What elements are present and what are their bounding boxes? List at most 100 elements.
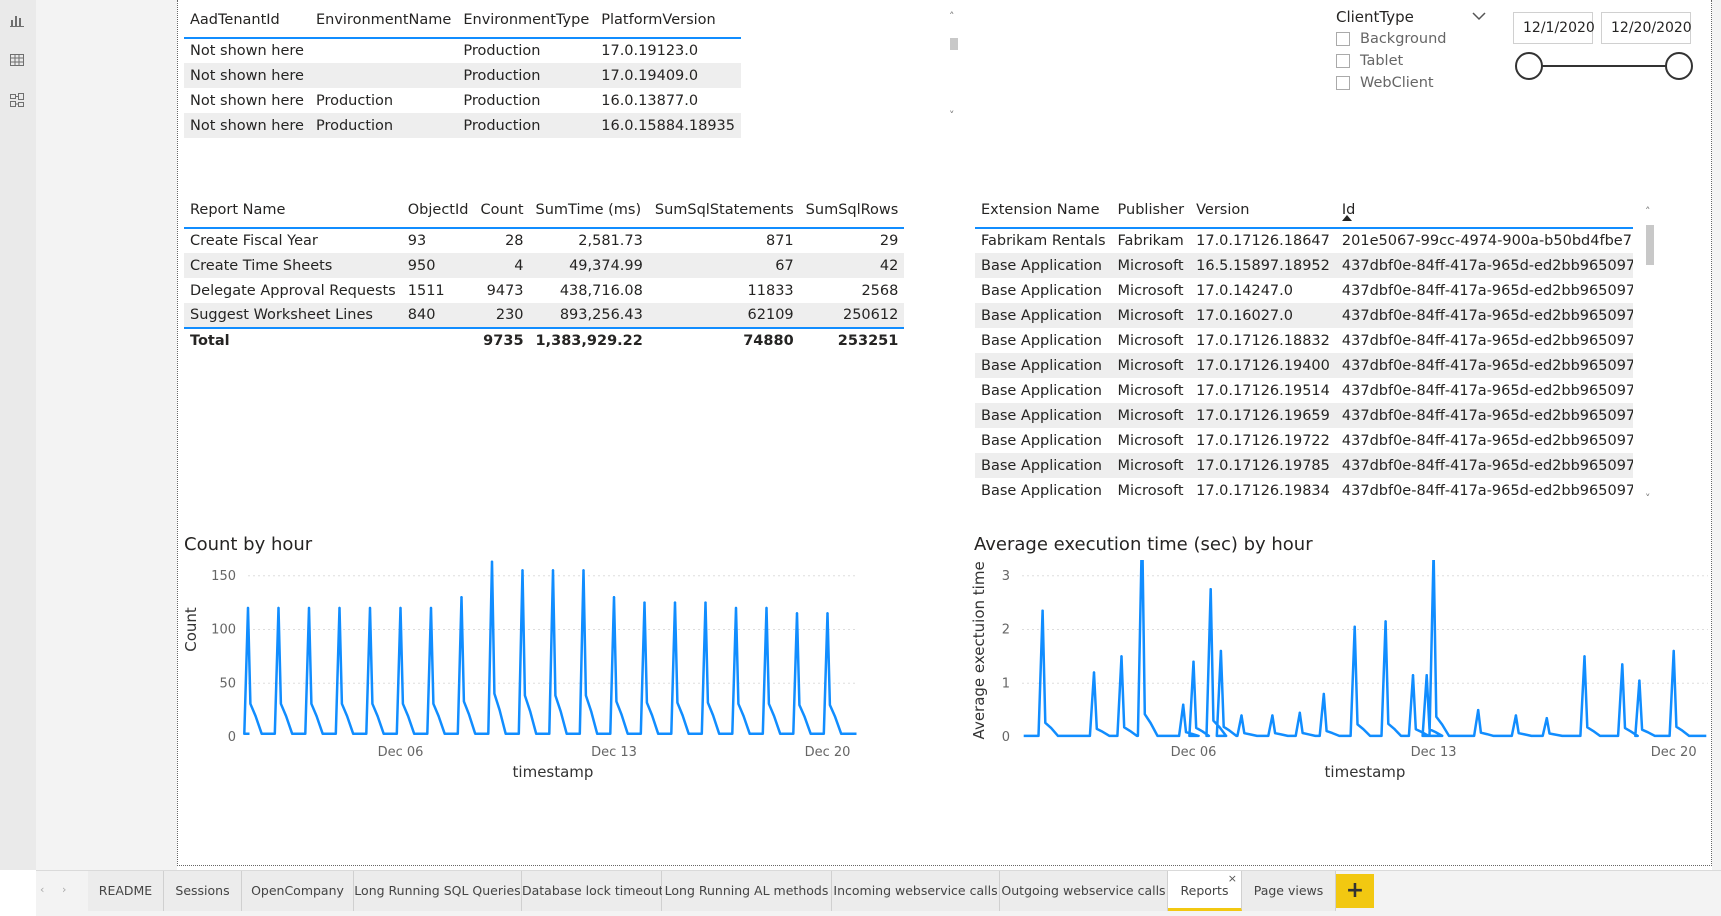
data-point[interactable] <box>1240 714 1243 717</box>
data-point[interactable] <box>704 601 707 604</box>
table-row[interactable]: Base Application Microsoft 17.0.17126.1965… <box>975 403 1633 428</box>
data-point[interactable] <box>338 606 341 610</box>
data-point[interactable] <box>460 596 463 599</box>
scroll-thumb[interactable] <box>1646 225 1654 265</box>
column-header-sorted[interactable]: Id <box>1336 192 1633 228</box>
env-table-scrollbar[interactable]: ˄ ˅ <box>948 10 960 122</box>
table-row[interactable]: Base Application Microsoft 17.0.16027.0 437… <box>975 303 1633 328</box>
table-row[interactable]: Suggest Worksheet Lines 840 230 893,256.… <box>184 303 905 328</box>
add-page-button[interactable]: + <box>1336 874 1374 908</box>
data-point[interactable] <box>582 569 585 572</box>
series-line[interactable] <box>243 560 857 736</box>
data-point[interactable] <box>765 606 768 610</box>
data-point[interactable] <box>1192 660 1195 663</box>
tab-opencompany[interactable]: OpenCompany <box>242 871 354 911</box>
slider-handle-start[interactable] <box>1515 52 1543 80</box>
data-point[interactable] <box>277 606 280 610</box>
column-header[interactable]: SumTime (ms) <box>535 201 642 218</box>
table-row[interactable]: Delegate Approval Requests 1511 9473 438… <box>184 278 904 303</box>
data-point[interactable] <box>1182 703 1185 706</box>
data-point[interactable] <box>399 606 402 610</box>
data-point[interactable] <box>429 606 433 610</box>
data-view-icon[interactable] <box>8 52 26 68</box>
tab-readme[interactable]: README <box>88 871 164 911</box>
data-point[interactable] <box>307 606 311 610</box>
end-date-input[interactable]: 12/20/2020 <box>1601 12 1692 44</box>
data-point[interactable] <box>1411 673 1415 677</box>
data-point[interactable] <box>551 569 555 572</box>
tab-scroll-left-icon[interactable]: ‹ <box>40 883 45 896</box>
table-row[interactable]: Base Application Microsoft 16.5.15897.1895… <box>975 253 1633 278</box>
slider-handle-end[interactable] <box>1665 52 1693 80</box>
table-row[interactable]: Base Application Microsoft 17.0.17126.1940… <box>975 353 1633 378</box>
data-point[interactable] <box>1672 649 1675 653</box>
tab-page-views[interactable]: Page views <box>1242 871 1336 911</box>
column-header[interactable]: SumSqlRows <box>805 201 899 218</box>
tab-long-running-sql-queries[interactable]: Long Running SQL Queries <box>354 871 522 911</box>
scroll-down-icon[interactable]: ˅ <box>949 109 955 122</box>
column-header[interactable]: EnvironmentType <box>463 11 590 28</box>
data-point[interactable] <box>1298 711 1302 715</box>
data-point[interactable] <box>1425 673 1428 677</box>
tab-sessions[interactable]: Sessions <box>164 871 242 911</box>
data-point[interactable] <box>1209 587 1212 591</box>
column-header[interactable]: SumSqlStatements <box>654 201 794 218</box>
table-row[interactable]: Base Application Microsoft 17.0.17126.1972… <box>975 428 1633 453</box>
slicer-option[interactable]: Background <box>1336 28 1486 50</box>
table-row[interactable]: Base Application Microsoft 17.0.17126.1978… <box>975 453 1633 478</box>
tab-outgoing-webservice-calls[interactable]: Outgoing webservice calls <box>1000 871 1168 911</box>
checkbox[interactable] <box>1336 76 1350 90</box>
data-point[interactable] <box>1384 620 1387 623</box>
checkbox[interactable] <box>1336 54 1350 68</box>
table-row[interactable]: Base Application Microsoft 17.0.17126.1983… <box>975 478 1633 503</box>
ext-table-scrollbar[interactable]: ˄ ˅ <box>1644 205 1656 505</box>
tab-scroll-right-icon[interactable]: › <box>62 883 67 896</box>
table-row[interactable]: Base Application Microsoft 17.0.17126.1951… <box>975 378 1633 403</box>
column-header[interactable]: Count <box>480 201 524 218</box>
table-row[interactable]: Not shown here Production 17.0.19123.0 <box>184 38 741 63</box>
scroll-thumb[interactable] <box>950 38 958 50</box>
column-header[interactable]: PlatformVersion <box>601 11 716 28</box>
data-point[interactable] <box>1583 655 1586 658</box>
column-header[interactable]: Extension Name <box>981 201 1100 218</box>
table-row[interactable]: Not shown here Production Production 16.… <box>184 88 741 113</box>
chevron-down-icon[interactable] <box>1472 9 1486 25</box>
column-header[interactable]: ObjectId <box>407 201 469 218</box>
table-row[interactable]: Base Application Microsoft 17.0.14247.0 437… <box>975 278 1633 303</box>
column-header[interactable]: Report Name <box>190 201 286 218</box>
data-point[interactable] <box>673 601 677 604</box>
data-point[interactable] <box>612 596 616 599</box>
start-date-input[interactable]: 12/1/2020 <box>1513 12 1595 44</box>
data-point[interactable] <box>826 612 829 615</box>
table-row[interactable]: Not shown here Production 17.0.19409.0 <box>184 63 742 88</box>
table-row[interactable]: Not shown here Production Production 16.… <box>184 113 742 138</box>
table-row[interactable]: Create Time Sheets 950 4 49,374.99 67 42 <box>184 253 905 278</box>
model-view-icon[interactable] <box>8 92 26 108</box>
table-row[interactable]: Fabrikam Rentals Fabrikam 17.0.17126.18647… <box>975 228 1633 253</box>
column-header[interactable]: Publisher <box>1117 201 1185 218</box>
scroll-down-icon[interactable]: ˅ <box>1645 492 1651 505</box>
scroll-up-icon[interactable]: ˄ <box>1645 205 1651 218</box>
data-point[interactable] <box>1041 609 1044 612</box>
tab-incoming-webservice-calls[interactable]: Incoming webservice calls <box>832 871 1000 911</box>
column-header[interactable]: AadTenantId <box>190 11 280 28</box>
data-point[interactable] <box>1271 714 1274 717</box>
scroll-up-icon[interactable]: ˄ <box>949 10 955 23</box>
data-point[interactable] <box>490 560 494 563</box>
data-point[interactable] <box>368 606 372 610</box>
slicer-option[interactable]: WebClient <box>1336 72 1486 94</box>
data-point[interactable] <box>521 569 524 572</box>
table-row[interactable]: Create Fiscal Year 93 28 2,581.73 871 29 <box>184 228 904 253</box>
tab-database-lock-timeouts[interactable]: Database lock timeouts <box>522 871 670 911</box>
tab-reports[interactable]: Reports × <box>1168 871 1242 911</box>
data-point[interactable] <box>246 606 250 610</box>
data-point[interactable] <box>1120 655 1123 658</box>
data-point[interactable] <box>1638 679 1641 682</box>
close-icon[interactable]: × <box>1227 872 1237 885</box>
data-point[interactable] <box>643 601 646 604</box>
report-view-icon[interactable] <box>8 12 26 28</box>
data-point[interactable] <box>1353 625 1356 629</box>
data-point[interactable] <box>1322 692 1326 696</box>
checkbox[interactable] <box>1336 32 1350 46</box>
data-point[interactable] <box>1476 708 1480 712</box>
